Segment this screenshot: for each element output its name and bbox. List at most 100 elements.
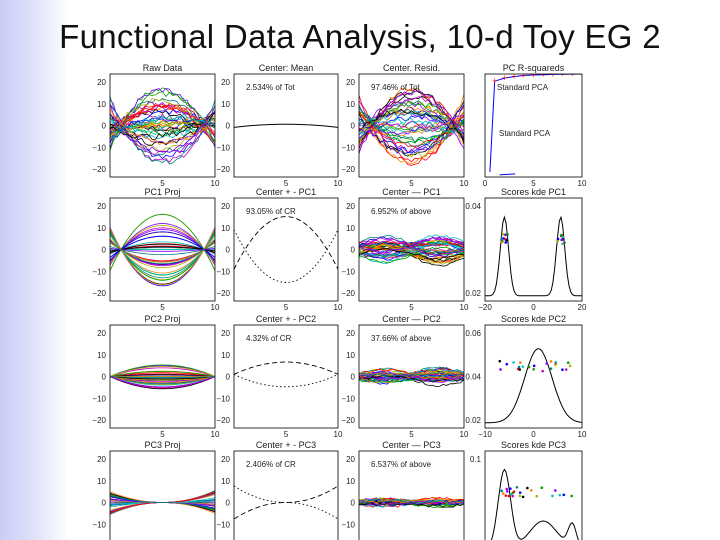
panel-plot-area bbox=[110, 213, 215, 287]
data-curve bbox=[110, 494, 215, 511]
data-curve bbox=[110, 232, 215, 279]
y-tick-label: 10 bbox=[221, 351, 230, 360]
data-curve bbox=[110, 376, 215, 388]
score-point bbox=[566, 361, 570, 364]
panel-title: Scores kde PC1 bbox=[501, 187, 566, 197]
x-tick-label: 10 bbox=[578, 430, 587, 439]
panel-r2c0: PC2 Proj 20 10 0 −10 −20 5 10 bbox=[92, 314, 220, 439]
panel-plot-area bbox=[485, 215, 582, 297]
data-curve bbox=[110, 98, 215, 145]
y-tick-label: −10 bbox=[216, 394, 230, 403]
score-point bbox=[532, 367, 535, 371]
data-curve bbox=[110, 248, 215, 252]
score-point bbox=[561, 368, 564, 372]
rsq-marker: + bbox=[570, 69, 575, 79]
panel-plot-area bbox=[490, 468, 579, 540]
rsq-marker: + bbox=[541, 70, 546, 80]
panel-plot-area bbox=[234, 123, 338, 128]
score-point bbox=[498, 359, 502, 363]
score-point bbox=[505, 487, 509, 491]
y-tick-label: 20 bbox=[97, 202, 106, 211]
panel-frame bbox=[484, 73, 583, 178]
data-curve bbox=[110, 376, 215, 384]
panel-r1c1: Center + - PC1 20 10 0 −10 −20 5 10 93.05% of CR bbox=[216, 187, 343, 312]
y-tick-label: −10 bbox=[341, 143, 355, 152]
score-point bbox=[501, 232, 505, 236]
data-curve bbox=[110, 376, 215, 379]
data-curve bbox=[110, 99, 215, 163]
x-tick-label: −10 bbox=[478, 430, 492, 439]
score-point bbox=[507, 494, 511, 498]
score-point bbox=[549, 360, 553, 363]
y-tick-label: 10 bbox=[221, 224, 230, 233]
data-curve bbox=[359, 108, 464, 142]
panel-frame bbox=[109, 324, 216, 429]
data-curve bbox=[110, 238, 215, 269]
data-curve bbox=[359, 372, 464, 377]
y-tick-label: 10 bbox=[221, 477, 230, 486]
panel-r0c0: Raw Data 20 10 0 −10 −20 5 10 bbox=[92, 63, 220, 188]
data-curve bbox=[359, 114, 464, 136]
data-curve bbox=[359, 106, 464, 146]
y-tick-label: 0 bbox=[226, 246, 231, 255]
panel-frame bbox=[233, 450, 339, 540]
panel-frame bbox=[358, 324, 465, 429]
score-point bbox=[518, 368, 522, 371]
data-curve bbox=[359, 93, 464, 165]
panel-frame bbox=[233, 197, 339, 302]
data-curve bbox=[359, 252, 464, 258]
panel-frame bbox=[484, 324, 583, 429]
y-tick-label: 0 bbox=[226, 122, 231, 131]
y-tick-label: 0.04 bbox=[465, 373, 481, 382]
score-point bbox=[549, 367, 553, 370]
x-tick-label: −20 bbox=[478, 303, 492, 312]
pc-mode-curve bbox=[234, 373, 338, 388]
panel-title: Center — PC2 bbox=[382, 314, 441, 324]
score-point bbox=[570, 494, 573, 498]
score-point bbox=[562, 493, 566, 497]
panel-r0c2: Center. Resid. 20 10 0 −10 −20 5 10 97.46% of To… bbox=[341, 63, 469, 188]
data-curve bbox=[359, 371, 464, 382]
panel-plot-area bbox=[110, 364, 215, 390]
panel-plot-area bbox=[110, 490, 215, 515]
y-tick-label: −20 bbox=[216, 416, 230, 425]
score-point bbox=[530, 488, 533, 492]
panel-title: Center: Mean bbox=[259, 63, 314, 73]
x-tick-label: 5 bbox=[531, 179, 536, 188]
y-tick-label: 10 bbox=[346, 477, 355, 486]
x-tick-label: 5 bbox=[160, 179, 165, 188]
mean-curve bbox=[234, 123, 338, 128]
data-curve bbox=[110, 230, 215, 281]
x-tick-label: 5 bbox=[160, 303, 165, 312]
y-tick-label: 0 bbox=[102, 373, 107, 382]
data-curve bbox=[110, 374, 215, 377]
y-tick-label: −10 bbox=[92, 143, 106, 152]
y-tick-label: 20 bbox=[97, 455, 106, 464]
x-tick-label: 0 bbox=[531, 303, 536, 312]
y-tick-label: −10 bbox=[92, 394, 106, 403]
data-curve bbox=[359, 111, 464, 145]
data-curve bbox=[359, 237, 464, 254]
y-tick-label: 10 bbox=[97, 100, 106, 109]
y-tick-label: −10 bbox=[216, 143, 230, 152]
x-tick-label: 5 bbox=[284, 430, 289, 439]
rsq-legend-label: Standard PCA bbox=[499, 129, 551, 138]
rsq-marker: + bbox=[511, 72, 516, 82]
score-point bbox=[521, 365, 525, 368]
y-tick-label: 10 bbox=[346, 224, 355, 233]
score-point bbox=[500, 238, 503, 241]
y-tick-label: 20 bbox=[346, 455, 355, 464]
data-curve bbox=[110, 376, 215, 381]
score-point bbox=[519, 361, 522, 364]
y-tick-label: −10 bbox=[92, 520, 106, 529]
data-curve bbox=[110, 104, 215, 145]
y-tick-label: 0 bbox=[226, 373, 231, 382]
x-tick-label: 0 bbox=[531, 430, 536, 439]
panel-plot-area bbox=[234, 361, 338, 388]
y-tick-label: −10 bbox=[341, 267, 355, 276]
x-tick-label: 5 bbox=[284, 179, 289, 188]
rsq-marker: + bbox=[579, 69, 584, 79]
score-point bbox=[521, 495, 525, 499]
score-point bbox=[511, 494, 515, 498]
